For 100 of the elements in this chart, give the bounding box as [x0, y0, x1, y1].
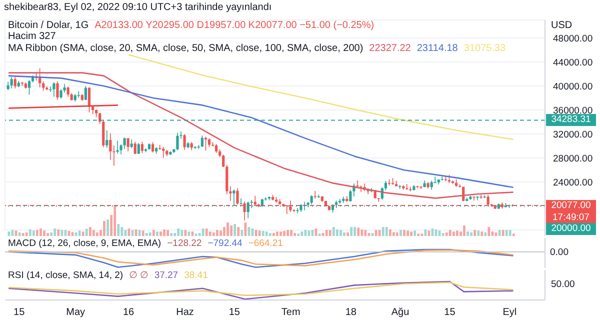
- bar: [477, 230, 480, 236]
- bar: [220, 230, 222, 236]
- candlestick: [116, 140, 119, 154]
- x-tick-label: May: [66, 307, 86, 318]
- x-tick-label: Ağu: [391, 307, 410, 318]
- bar: [406, 230, 409, 236]
- candlestick: [232, 189, 236, 206]
- bar: [286, 230, 289, 236]
- candlestick: [66, 86, 70, 98]
- bar: [424, 229, 427, 236]
- bar: [265, 232, 268, 236]
- bar: [414, 230, 416, 236]
- bar: [328, 230, 332, 236]
- candlestick: [176, 132, 179, 151]
- line-series: [128, 54, 514, 140]
- bar: [57, 229, 60, 236]
- series-label: 38.41: [184, 270, 208, 281]
- candlestick: [56, 80, 59, 100]
- bar: [138, 230, 141, 236]
- y-tick-label: 48000.00: [553, 33, 593, 44]
- y-tick-label: 40000.00: [553, 81, 593, 92]
- bar: [438, 230, 441, 236]
- bar: [508, 230, 512, 236]
- bar: [40, 228, 42, 236]
- x-tick-label: 15: [228, 307, 240, 318]
- bar: [294, 233, 296, 236]
- ref-line-label: 20000.00: [546, 222, 596, 235]
- candlestick: [151, 142, 154, 153]
- bar: [268, 233, 272, 236]
- y-tick-label: 28000.00: [553, 153, 593, 164]
- bar: [226, 222, 229, 236]
- bar: [180, 230, 184, 236]
- candlestick: [476, 196, 479, 201]
- text: 50.00: [551, 279, 575, 290]
- bar: [177, 228, 180, 236]
- candlestick: [42, 80, 45, 92]
- y-tick-label: 32000.00: [553, 129, 593, 140]
- series-label: −792.44: [208, 238, 242, 249]
- candlestick: [106, 130, 108, 148]
- candlestick: [14, 76, 16, 89]
- bar: [152, 230, 155, 236]
- chart-title: Hacim 327: [8, 31, 56, 42]
- candlestick: [314, 190, 316, 200]
- candlestick: [296, 208, 299, 214]
- bar: [325, 230, 328, 236]
- bar: [145, 233, 148, 236]
- bar: [470, 232, 473, 236]
- bar: [403, 230, 406, 236]
- bar: [205, 228, 208, 236]
- bar: [92, 230, 95, 236]
- candlestick: [310, 194, 313, 205]
- bar: [230, 226, 233, 236]
- bar: [272, 233, 275, 236]
- candlestick: [109, 133, 112, 160]
- bar: [160, 232, 162, 236]
- ref-line-label: 0.00: [550, 247, 568, 258]
- series-label: −664.21: [248, 238, 283, 249]
- x-tick-label: 15: [14, 307, 26, 318]
- bar: [106, 220, 109, 236]
- text: 22327.22: [369, 43, 411, 54]
- candlestick: [356, 180, 359, 188]
- candlestick: [349, 189, 352, 202]
- chart-title: Bitcoin / Dolar, 1G: [8, 20, 89, 31]
- bar: [280, 232, 282, 236]
- bar: [332, 227, 335, 236]
- bar: [50, 232, 53, 236]
- bar: [382, 227, 384, 236]
- y-tick-label: 36000.00: [553, 105, 593, 116]
- bar: [350, 227, 353, 236]
- y-tick-label: 24000.00: [553, 177, 593, 188]
- chart-title: MACD (12, 26, close, 9, EMA, EMA): [8, 238, 162, 249]
- bar: [166, 230, 169, 236]
- bar: [498, 230, 501, 236]
- candlestick: [52, 82, 56, 98]
- bar: [64, 230, 67, 236]
- candlestick: [10, 76, 13, 89]
- candlestick: [472, 196, 476, 201]
- bar: [244, 222, 247, 236]
- bar: [262, 230, 264, 236]
- bar: [474, 230, 476, 236]
- bar: [88, 227, 92, 236]
- bar: [240, 230, 244, 236]
- bar: [360, 229, 364, 236]
- ref-line-label: 20077.00: [546, 200, 596, 212]
- candlestick: [409, 186, 412, 192]
- x-tick-label: 18: [345, 307, 357, 318]
- bar: [396, 232, 398, 236]
- candlestick: [137, 142, 140, 154]
- bar: [304, 230, 307, 236]
- bar: [258, 230, 261, 236]
- bar: [202, 228, 204, 236]
- bar: [463, 226, 466, 236]
- annotation: MA Ribbon (SMA, close, 20, SMA, close, 50, SMA, close, 100, SMA, close, 200): [8, 43, 364, 54]
- bar: [354, 227, 356, 236]
- bar: [28, 229, 32, 236]
- bar: [466, 232, 469, 236]
- text: shekibear83, Eyl 02, 2022 09:10 UTC+3 tarihinde yayınlandı: [4, 2, 272, 13]
- bar: [388, 229, 392, 236]
- bar: [170, 233, 173, 236]
- x-tick-label: 15: [444, 307, 456, 318]
